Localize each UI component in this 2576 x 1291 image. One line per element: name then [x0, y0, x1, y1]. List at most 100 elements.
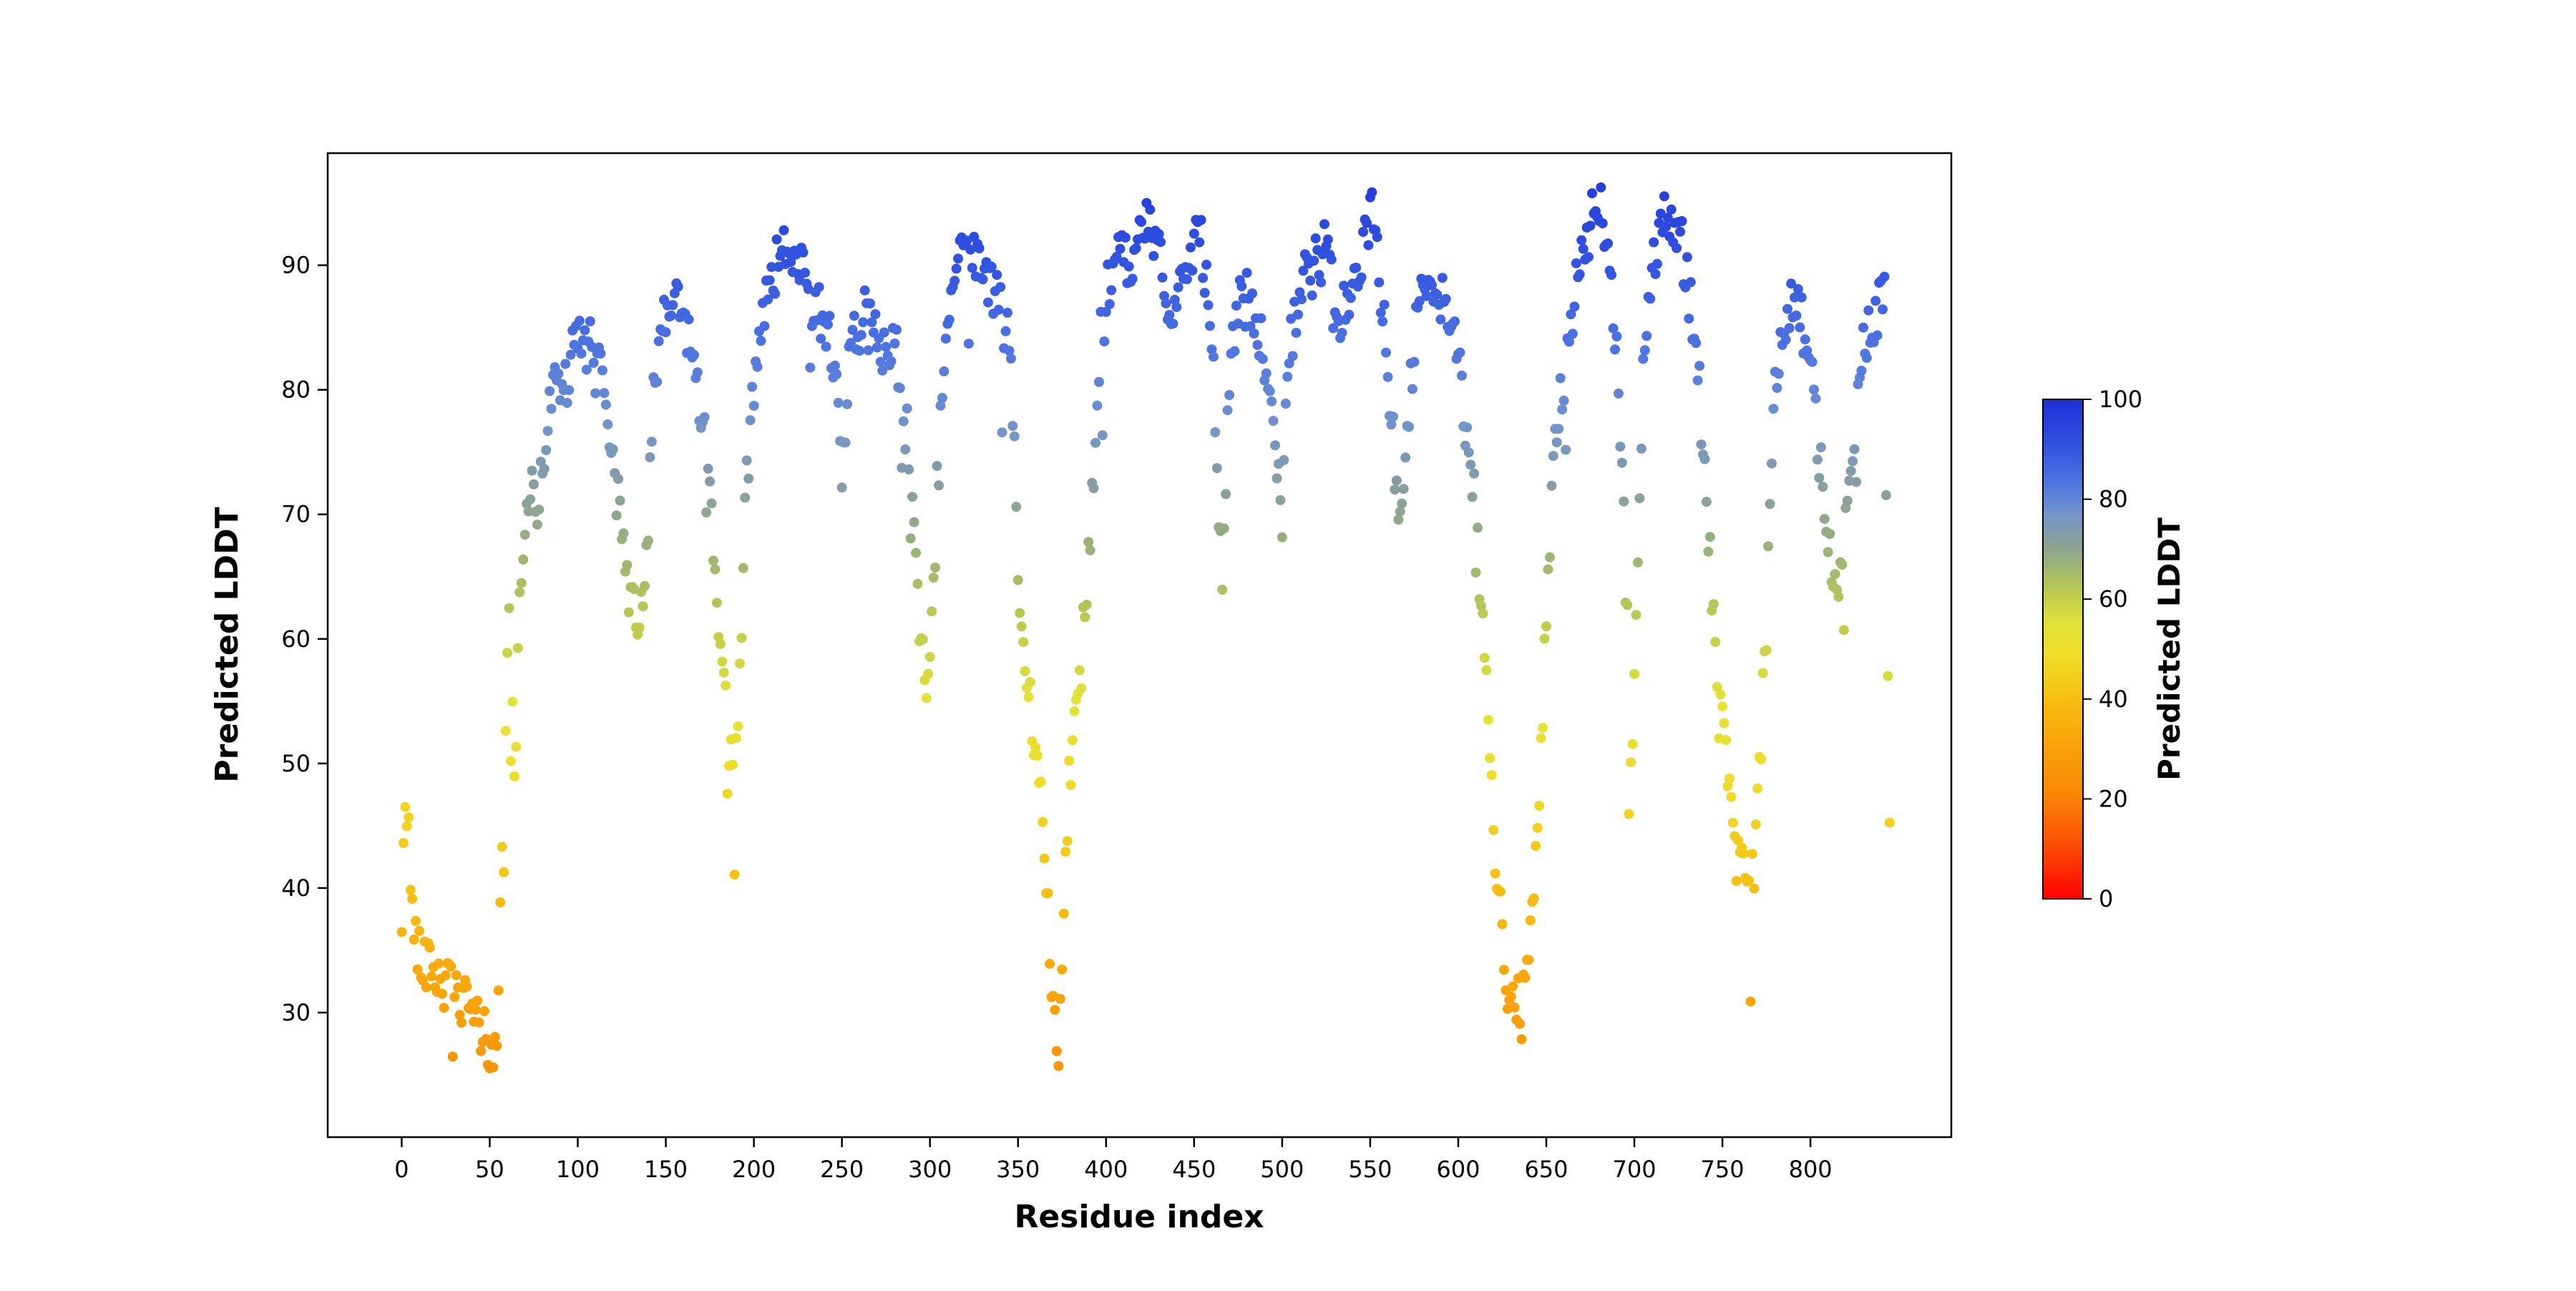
data-point [932, 461, 942, 472]
data-point [1199, 288, 1210, 298]
data-point [1838, 625, 1849, 635]
data-point [889, 338, 900, 349]
data-point [1097, 430, 1108, 441]
data-point [599, 388, 610, 399]
data-point [1566, 309, 1576, 320]
data-point [507, 696, 518, 707]
data-point [1536, 733, 1546, 744]
x-tick-label: 700 [1612, 1156, 1656, 1183]
data-point [1814, 472, 1825, 483]
data-point [1247, 288, 1257, 298]
data-point [721, 680, 731, 691]
data-point [1613, 388, 1624, 399]
data-point [1509, 1002, 1520, 1013]
data-point [934, 480, 944, 491]
data-point [875, 356, 886, 367]
data-point [1619, 496, 1629, 507]
data-point [1386, 419, 1397, 430]
data-point [1823, 547, 1833, 557]
data-point [1272, 473, 1282, 484]
data-point [1219, 523, 1229, 534]
data-point [615, 495, 625, 506]
data-point [1610, 344, 1620, 355]
data-point [1795, 322, 1805, 333]
data-point [1391, 475, 1402, 486]
y-tick-label: 80 [281, 376, 311, 404]
data-point [1264, 386, 1275, 396]
data-point [1561, 444, 1571, 455]
data-point [799, 268, 810, 278]
data-point [1479, 653, 1490, 663]
data-point [560, 359, 571, 369]
data-point [1181, 274, 1192, 285]
data-point [1111, 252, 1122, 262]
data-point [1030, 742, 1041, 753]
data-point [1490, 868, 1501, 879]
data-point [1813, 454, 1823, 465]
data-point [1161, 298, 1171, 308]
data-point [1407, 384, 1418, 394]
x-tick-label: 450 [1172, 1156, 1216, 1183]
data-point [1631, 610, 1641, 620]
data-point [1662, 213, 1673, 223]
data-point [1088, 483, 1099, 494]
data-point [822, 319, 833, 330]
data-point [1045, 958, 1055, 969]
data-point [1375, 307, 1386, 318]
data-point [1241, 268, 1252, 278]
data-point [1780, 334, 1791, 345]
data-point [1571, 258, 1581, 268]
data-point [1062, 836, 1073, 847]
data-point [499, 867, 509, 877]
data-point [1768, 404, 1779, 414]
data-point [1515, 1018, 1526, 1029]
data-point [1298, 265, 1309, 276]
data-point [1127, 273, 1138, 284]
data-point [1496, 886, 1506, 897]
data-point [447, 1051, 458, 1062]
data-point [640, 580, 650, 591]
data-point [1543, 564, 1553, 575]
data-point [1641, 331, 1652, 341]
data-point [1467, 492, 1478, 502]
data-point [1381, 347, 1391, 358]
colorbar-tick-label: 20 [2099, 785, 2128, 812]
y-tick-label: 60 [281, 625, 311, 653]
data-point [1217, 585, 1228, 595]
data-point [1092, 400, 1103, 411]
x-tick-label: 500 [1260, 1156, 1304, 1183]
data-point [1629, 668, 1639, 679]
data-point [701, 507, 712, 517]
data-point [965, 244, 976, 255]
data-point [1326, 254, 1337, 265]
data-point [1051, 1046, 1062, 1056]
data-point [1231, 301, 1241, 311]
data-point [729, 869, 740, 880]
data-point [1792, 284, 1803, 294]
data-point [1682, 252, 1692, 263]
data-point [967, 263, 977, 273]
data-point [1856, 366, 1867, 376]
data-point [652, 376, 663, 387]
data-point [1208, 351, 1219, 362]
data-point [703, 463, 713, 474]
data-point [1726, 791, 1737, 802]
data-point [909, 517, 919, 527]
data-point [1879, 271, 1890, 282]
data-point [1039, 853, 1050, 864]
data-point [1703, 546, 1714, 557]
colorbar-tick-label: 40 [2099, 686, 2128, 713]
data-point [1204, 321, 1215, 331]
data-point [512, 643, 523, 653]
data-point [752, 361, 763, 372]
data-point [608, 444, 618, 454]
data-point [734, 658, 745, 669]
data-point [891, 324, 902, 335]
data-point [1701, 497, 1712, 507]
x-tick-label: 150 [644, 1156, 688, 1183]
data-point [1032, 751, 1043, 761]
data-point [411, 915, 421, 926]
data-point [1475, 600, 1486, 611]
data-point [1450, 316, 1460, 327]
x-tick-label: 600 [1436, 1156, 1480, 1183]
